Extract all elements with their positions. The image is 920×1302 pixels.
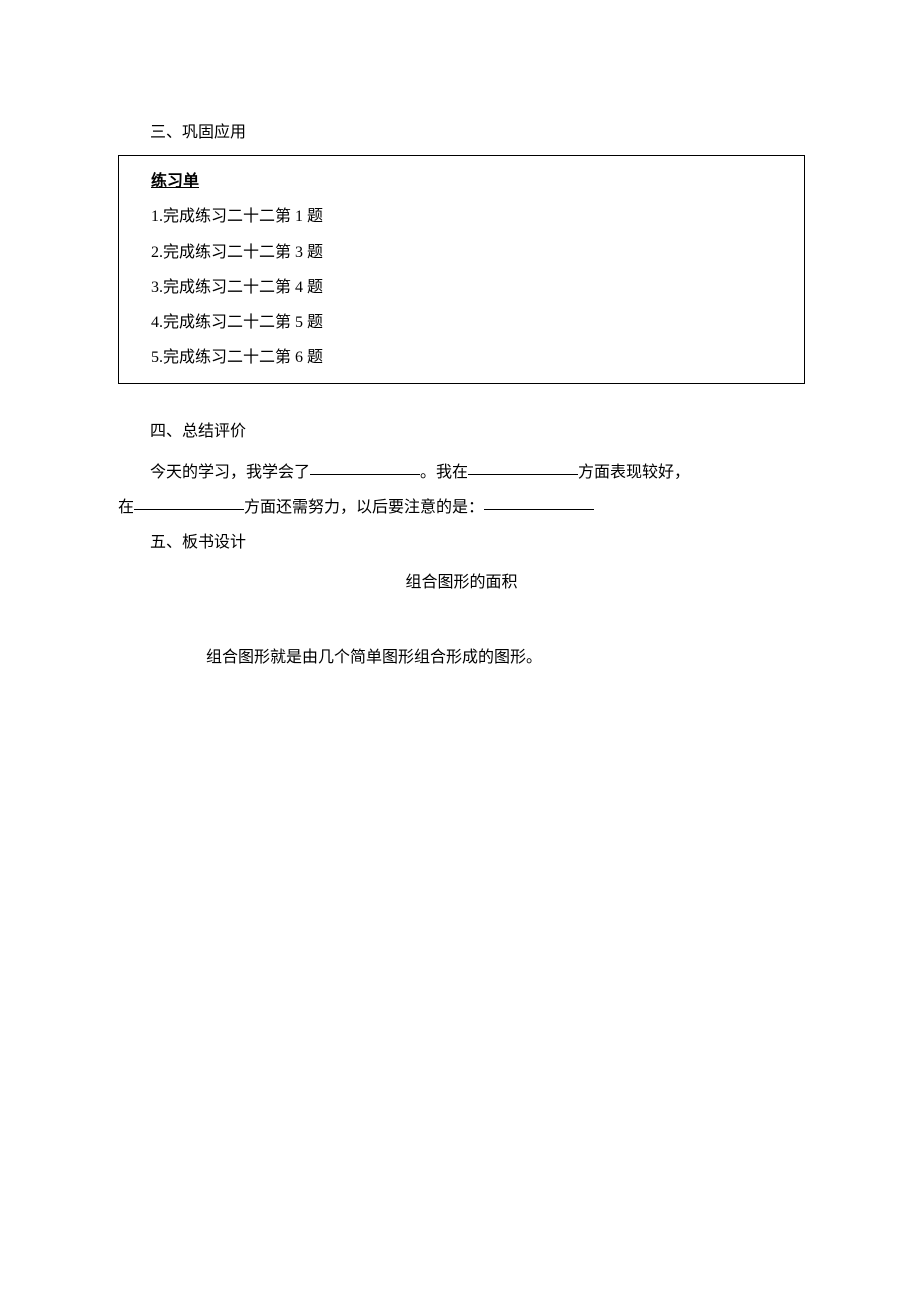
section-4-heading: 四、总结评价 — [118, 414, 805, 449]
summary-text-part4: 在 — [118, 499, 134, 516]
board-title: 组合图形的面积 — [118, 565, 805, 600]
practice-item-2: 2.完成练习二十二第 3 题 — [119, 235, 804, 270]
practice-title: 练习单 — [119, 164, 804, 199]
summary-text-part3: 方面表现较好， — [578, 464, 690, 481]
practice-item-1: 1.完成练习二十二第 1 题 — [119, 199, 804, 234]
practice-item-3: 3.完成练习二十二第 4 题 — [119, 270, 804, 305]
section-3-heading: 三、巩固应用 — [118, 115, 805, 150]
section-5-heading: 五、板书设计 — [118, 525, 805, 560]
blank-1 — [310, 459, 420, 475]
summary-text-part1: 今天的学习，我学会了 — [150, 464, 310, 481]
summary-line-2: 在 方面还需努力，以后要注意的是： — [118, 490, 805, 525]
blank-2 — [468, 459, 578, 475]
summary-line-1: 今天的学习，我学会了 。我在 方面表现较好， — [118, 455, 805, 490]
summary-text-part5: 方面还需努力，以后要注意的是： — [244, 499, 484, 516]
blank-4 — [484, 494, 594, 510]
blank-3 — [134, 494, 244, 510]
practice-item-4: 4.完成练习二十二第 5 题 — [119, 305, 804, 340]
summary-text-part2: 。我在 — [420, 464, 468, 481]
practice-box: 练习单 1.完成练习二十二第 1 题 2.完成练习二十二第 3 题 3.完成练习… — [118, 155, 805, 384]
board-content: 组合图形就是由几个简单图形组合形成的图形。 — [118, 640, 805, 675]
practice-item-5: 5.完成练习二十二第 6 题 — [119, 340, 804, 375]
